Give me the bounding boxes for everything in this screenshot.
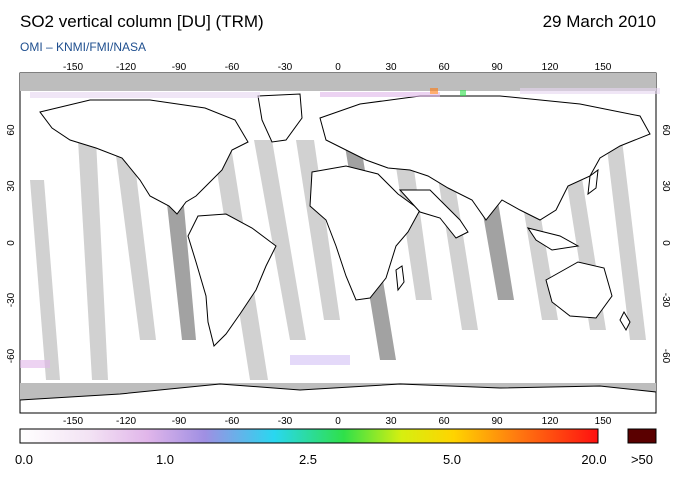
lat-tick-right: 60 <box>660 124 671 136</box>
colorbar-label: 0.0 <box>15 452 33 467</box>
lat-tick-left: 60 <box>6 124 17 136</box>
colorbar-gradient <box>19 428 599 444</box>
map-date: 29 March 2010 <box>542 12 656 31</box>
colorbar-label: 20.0 <box>581 452 606 467</box>
right-lat-ticks: 60 30 0 -30 -60 <box>660 124 671 363</box>
lat-tick-right: 0 <box>660 240 671 246</box>
lon-tick-bottom: 150 <box>595 416 612 427</box>
lon-tick-top: 120 <box>542 62 559 73</box>
colorbar-label: >50 <box>631 452 653 467</box>
lon-tick-bottom: -60 <box>225 416 240 427</box>
lat-tick-left: 0 <box>6 240 17 246</box>
colorbar-label: 5.0 <box>443 452 461 467</box>
colorbar-label: 1.0 <box>156 452 174 467</box>
lon-tick-top: 60 <box>438 62 450 73</box>
lon-tick-bottom: -150 <box>63 416 83 427</box>
left-lat-ticks: 60 30 0 -30 -60 <box>6 124 17 363</box>
coastlines <box>19 93 657 414</box>
lon-tick-bottom: 30 <box>385 416 397 427</box>
lon-tick-bottom: -90 <box>172 416 187 427</box>
lon-tick-top: -150 <box>63 62 83 73</box>
lat-tick-left: -30 <box>6 292 17 307</box>
lon-tick-bottom: 90 <box>491 416 503 427</box>
data-credit: OMI – KNMI/FMI/NASA <box>20 40 147 54</box>
lon-tick-bottom: 60 <box>438 416 450 427</box>
map-title: SO2 vertical column [DU] (TRM) <box>20 12 264 31</box>
lon-tick-top: -60 <box>225 62 240 73</box>
lat-tick-right: -30 <box>660 293 671 308</box>
lon-tick-top: -120 <box>116 62 136 73</box>
top-lon-ticks: -150 -120 -90 -60 -30 0 30 60 90 120 150 <box>63 62 612 73</box>
lon-tick-top: 0 <box>335 62 341 73</box>
lon-tick-top: 90 <box>491 62 503 73</box>
colorbar-overflow-swatch <box>627 428 657 444</box>
north-nodata-band <box>20 73 656 91</box>
lat-tick-left: 30 <box>6 180 17 192</box>
lon-tick-top: -30 <box>278 62 293 73</box>
colorbar-labels: 0.0 1.0 2.5 5.0 20.0 >50 <box>15 452 653 467</box>
lon-tick-top: -90 <box>172 62 187 73</box>
lat-tick-right: 30 <box>660 180 671 192</box>
lon-tick-bottom: 0 <box>335 416 341 427</box>
colorbar-label: 2.5 <box>299 452 317 467</box>
so2-retrieval-speckle <box>20 88 660 368</box>
lon-tick-bottom: 120 <box>542 416 559 427</box>
bottom-lon-ticks: -150 -120 -90 -60 -30 0 30 60 90 120 150 <box>63 416 612 427</box>
orbit-gap-swaths <box>30 140 646 380</box>
lon-tick-top: 30 <box>385 62 397 73</box>
lat-tick-left: -60 <box>6 348 17 363</box>
lon-tick-top: 150 <box>595 62 612 73</box>
lat-tick-right: -60 <box>660 349 671 364</box>
lon-tick-bottom: -30 <box>278 416 293 427</box>
lon-tick-bottom: -120 <box>116 416 136 427</box>
